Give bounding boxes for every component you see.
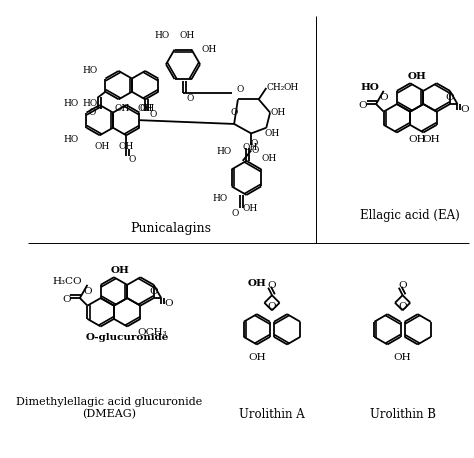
Text: O: O [62,295,71,305]
Text: O: O [379,93,388,102]
Text: CH₂: CH₂ [266,83,285,93]
Text: OH: OH [283,83,299,93]
Text: HO: HO [82,98,98,108]
Text: OH: OH [202,45,217,54]
Text: OH: OH [243,204,258,213]
Text: O: O [461,105,469,114]
Text: OH: OH [94,142,109,151]
Text: HO: HO [212,194,228,203]
Text: O: O [268,302,276,311]
Text: H₃CO: H₃CO [52,277,82,285]
Text: OH: OH [179,32,194,40]
Text: OH: OH [118,142,134,151]
Text: HO: HO [64,98,79,108]
Text: OCH₃: OCH₃ [137,327,166,337]
Text: OH: OH [111,266,130,275]
Text: Dimethylellagic acid glucuronide: Dimethylellagic acid glucuronide [16,397,202,407]
Text: OH: OH [243,143,258,152]
Text: HO: HO [82,66,98,76]
Text: OH: OH [408,135,426,144]
Text: OH: OH [264,129,280,138]
Text: OH: OH [248,353,265,362]
Text: O: O [164,299,173,308]
Text: (DMEAG): (DMEAG) [82,409,136,420]
Text: O-glucuronide: O-glucuronide [85,333,169,342]
Text: O: O [446,93,454,102]
Text: OH: OH [407,72,426,81]
Text: HO: HO [155,32,170,40]
Text: O: O [89,108,96,117]
Text: Ellagic acid (EA): Ellagic acid (EA) [360,209,460,222]
Text: HO: HO [64,135,79,144]
Text: O: O [250,139,258,148]
Text: O: O [358,102,367,110]
Text: OH: OH [394,353,411,362]
Text: O: O [149,110,156,119]
Text: O: O [268,281,276,290]
Text: O: O [236,85,244,94]
Text: HO: HO [216,147,231,156]
Text: HO: HO [361,82,380,92]
Text: OH: OH [422,135,440,144]
Text: O: O [187,94,194,103]
Text: O: O [251,146,259,155]
Text: O: O [83,287,92,296]
Text: O: O [231,209,239,218]
Text: OH: OH [137,104,153,113]
Text: O: O [128,155,136,164]
Text: Urolithin A: Urolithin A [239,408,305,421]
Text: OH: OH [247,279,266,289]
Text: O: O [149,287,158,296]
Text: O: O [398,302,407,311]
Text: OH: OH [139,104,155,113]
Text: OH: OH [262,154,277,164]
Text: O: O [230,108,238,117]
Text: OH: OH [270,108,285,117]
Text: O: O [398,281,407,290]
Text: Urolithin B: Urolithin B [370,408,436,421]
Text: OH: OH [115,104,130,113]
Text: Punicalagins: Punicalagins [130,222,211,234]
